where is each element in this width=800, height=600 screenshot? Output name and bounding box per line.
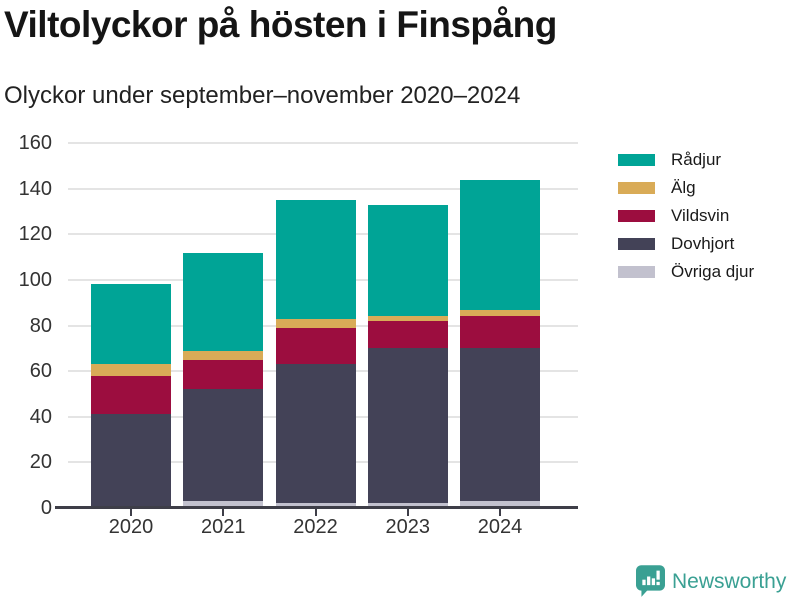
bar-segment--lg: [183, 350, 264, 360]
legend-swatch: [618, 266, 655, 278]
plot-area: [55, 142, 578, 509]
bar-segment-vildsvin: [275, 327, 356, 365]
y-axis-tick-label: 160: [18, 132, 52, 154]
gridline-140: [68, 187, 578, 190]
gridline-160: [68, 142, 578, 144]
x-axis-tick: [499, 509, 501, 516]
bar-2021: [183, 252, 264, 508]
bar-segment-dovhjort: [91, 414, 171, 506]
bar-segment--vriga-djur: [183, 501, 264, 508]
bar-segment--lg: [275, 318, 356, 328]
x-axis-line: [55, 505, 578, 509]
bar-2023: [367, 204, 448, 508]
legend-label: Vildsvin: [671, 206, 730, 225]
x-axis-tick: [130, 509, 132, 516]
x-axis-tick-label: 2022: [293, 516, 338, 538]
legend-label: Älg: [671, 178, 696, 197]
legend-label: Rådjur: [671, 150, 722, 169]
brand-footer: Newsworthy: [636, 565, 786, 598]
bar-segment--lg: [91, 364, 171, 376]
x-axis-tick-label: 2021: [201, 516, 246, 538]
legend-item-dovhjort: Dovhjort: [618, 230, 754, 258]
x-axis-tick-label: 2020: [108, 516, 154, 538]
y-axis-tick-label: 120: [18, 223, 52, 246]
x-axis-tick-label: 2024: [477, 516, 523, 538]
bar-segment-vildsvin: [367, 320, 448, 349]
chart-subtitle: Olyckor under september–november 2020–20…: [4, 82, 521, 109]
bar-segment--vriga-djur: [460, 501, 540, 508]
chart-title: Viltolyckor på hösten i Finspång: [4, 4, 557, 45]
legend-item-r-djur: Rådjur: [618, 146, 754, 174]
bar-segment-r-djur: [91, 284, 171, 365]
bar-segment-r-djur: [367, 204, 448, 317]
bar-segment-vildsvin: [183, 359, 264, 390]
y-axis-tick-label: 100: [18, 268, 52, 291]
x-axis-tick: [406, 509, 409, 516]
legend-label: Övriga djur: [671, 262, 755, 281]
legend-swatch: [618, 182, 655, 194]
bar-segment-vildsvin: [91, 375, 171, 415]
y-axis-tick-label: 40: [29, 405, 52, 428]
legend-item--vriga-djur: Övriga djur: [618, 258, 754, 286]
newsworthy-brand-text: Newsworthy: [672, 569, 787, 593]
bar-segment-r-djur: [183, 252, 264, 351]
newsworthy-logo-icon: [636, 565, 665, 597]
y-axis-tick-label: 140: [18, 177, 52, 200]
bar-2020: [91, 284, 171, 508]
bar-segment--lg: [460, 309, 540, 317]
legend: Rådjur Älg Vildsvin Dovhjort Övriga djur: [618, 146, 754, 286]
bar-2022: [275, 200, 356, 508]
x-axis-tick: [222, 509, 225, 516]
bar-segment-dovhjort: [460, 348, 540, 502]
bar-segment-vildsvin: [460, 316, 540, 349]
legend-item--lg: Älg: [618, 174, 754, 202]
bar-segment--lg: [367, 316, 448, 321]
bar-segment-dovhjort: [367, 348, 448, 504]
x-axis-tick: [314, 509, 317, 516]
bar-segment-r-djur: [460, 179, 540, 310]
y-axis-tick-label: 80: [29, 314, 52, 337]
legend-label: Dovhjort: [671, 234, 735, 253]
legend-swatch: [618, 238, 655, 250]
y-axis-tick-label: 20: [29, 451, 52, 474]
bar-segment-dovhjort: [183, 389, 264, 502]
bar-segment-r-djur: [275, 200, 356, 319]
y-axis-tick-label: 0: [40, 497, 52, 519]
legend-item-vildsvin: Vildsvin: [618, 202, 754, 230]
bar-2024: [460, 179, 540, 508]
legend-swatch: [618, 154, 655, 166]
legend-swatch: [618, 210, 655, 222]
x-axis-tick-label: 2023: [385, 516, 431, 538]
bar-segment-dovhjort: [275, 364, 356, 504]
y-axis-tick-label: 60: [29, 360, 52, 383]
